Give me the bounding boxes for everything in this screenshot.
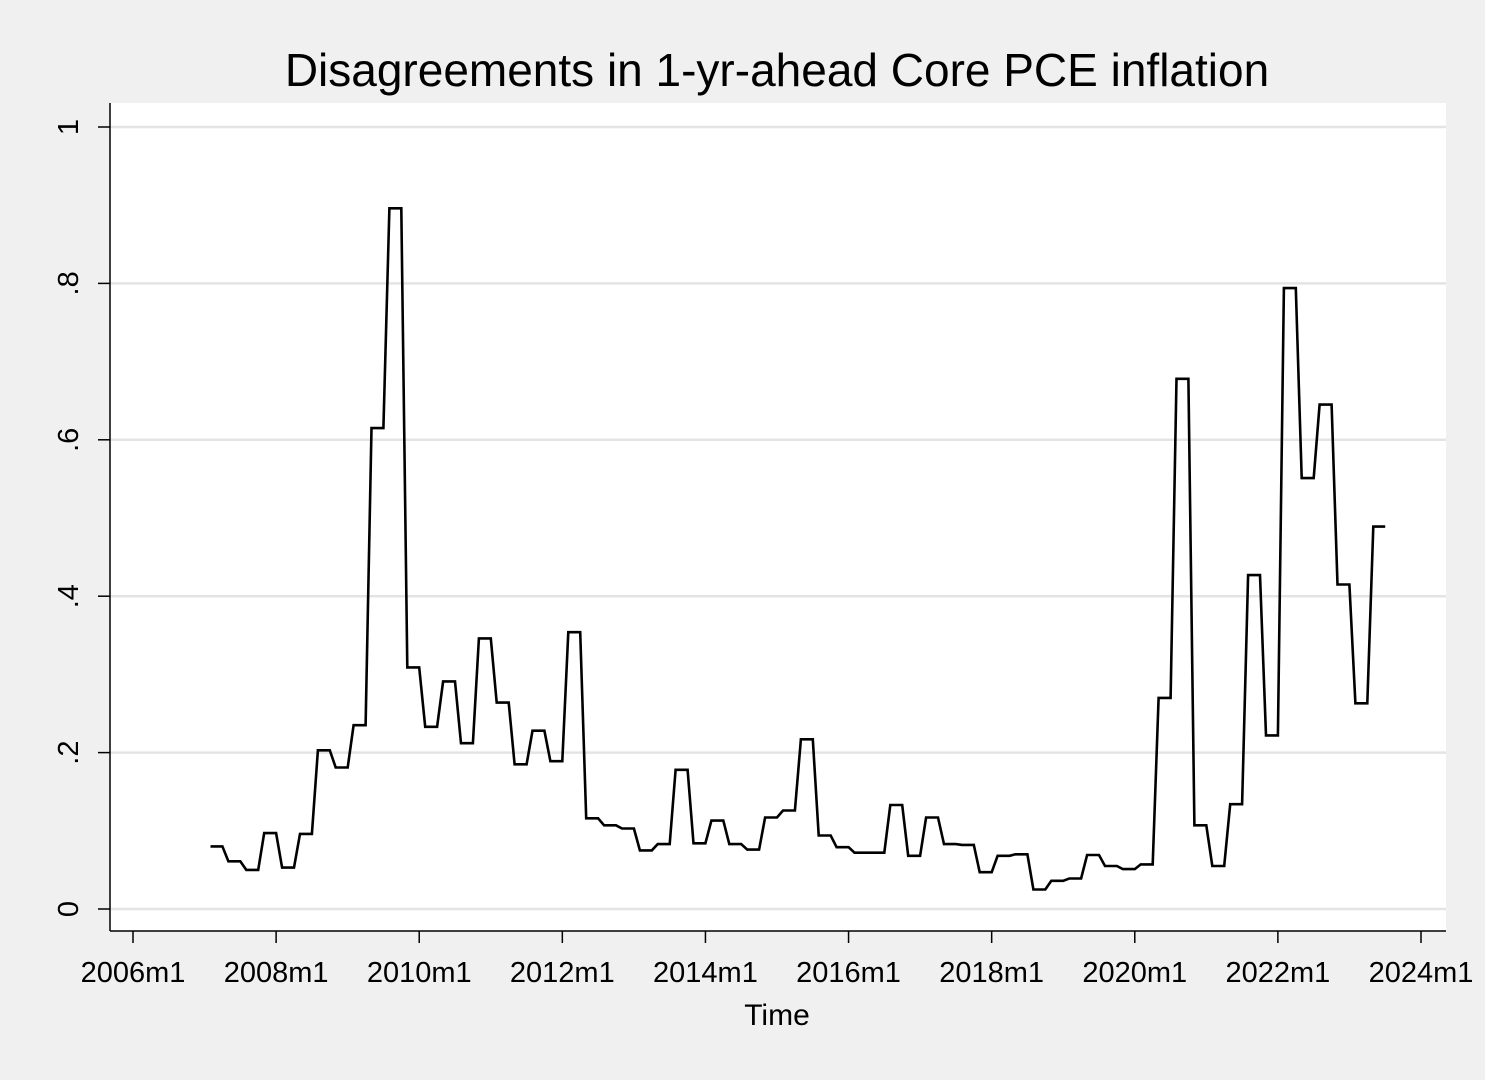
x-tick-label: 2020m1 xyxy=(1082,957,1187,989)
y-tick-label: .8 xyxy=(53,271,85,295)
gridlines xyxy=(110,125,1446,911)
chart-title: Disagreements in 1-yr-ahead Core PCE inf… xyxy=(285,44,1269,96)
series-group xyxy=(210,207,1386,891)
x-tick-label: 2006m1 xyxy=(81,957,186,989)
x-axis: 2006m1 2008m1 2010m1 2012m1 2014m1 2016m1 2018… xyxy=(81,930,1474,989)
y-axis: 0 .2 .4 .6 .8 1 xyxy=(53,103,111,931)
y-tick-label: .6 xyxy=(53,428,85,452)
y-tick-label: 0 xyxy=(53,901,85,917)
y-tick-label: .2 xyxy=(53,741,85,765)
x-tick-label: 2012m1 xyxy=(510,957,615,989)
y-tick-label: .4 xyxy=(53,584,85,608)
plot-area xyxy=(110,103,1446,931)
x-tick-label: 2010m1 xyxy=(367,957,472,989)
x-tick-label: 2016m1 xyxy=(796,957,901,989)
series-line xyxy=(210,207,1386,891)
x-tick-label: 2008m1 xyxy=(224,957,329,989)
x-tick-label: 2022m1 xyxy=(1225,957,1330,989)
x-tick-label: 2024m1 xyxy=(1369,957,1474,989)
y-tick-label: 1 xyxy=(53,119,85,135)
x-tick-label: 2018m1 xyxy=(939,957,1044,989)
x-axis-label: Time xyxy=(744,999,810,1032)
x-tick-label: 2014m1 xyxy=(653,957,758,989)
